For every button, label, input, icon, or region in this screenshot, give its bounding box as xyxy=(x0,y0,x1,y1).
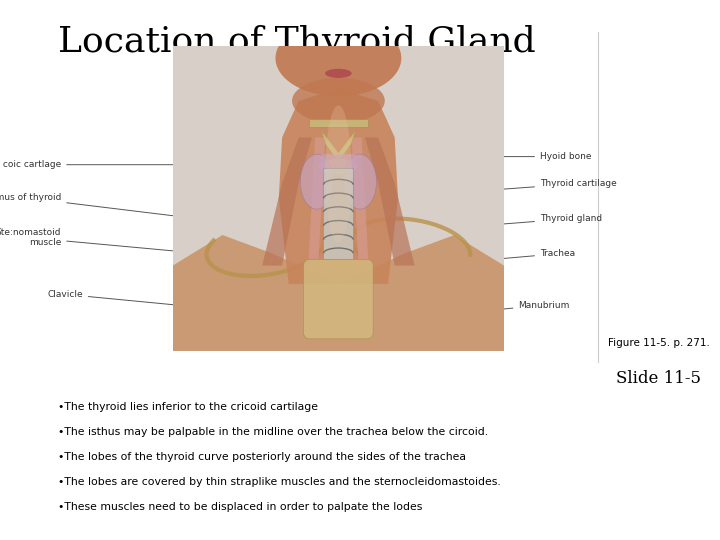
Text: Slide 11-5: Slide 11-5 xyxy=(616,370,701,387)
Text: •The isthus may be palpable in the midline over the trachea below the circoid.: •The isthus may be palpable in the midli… xyxy=(58,427,487,437)
Ellipse shape xyxy=(300,154,333,209)
Text: •The lobes of the thyroid curve posteriorly around the sides of the trachea: •The lobes of the thyroid curve posterio… xyxy=(58,452,466,462)
Polygon shape xyxy=(309,138,325,260)
Text: •These muscles need to be displaced in order to palpate the lodes: •These muscles need to be displaced in o… xyxy=(58,502,422,512)
Polygon shape xyxy=(279,89,398,284)
Polygon shape xyxy=(322,131,355,162)
Text: Figure 11-5. p. 271.: Figure 11-5. p. 271. xyxy=(608,338,710,348)
Polygon shape xyxy=(351,138,368,260)
Text: Thyroid cartilage: Thyroid cartilage xyxy=(435,179,617,194)
Ellipse shape xyxy=(292,78,384,124)
Text: Manubrium: Manubrium xyxy=(435,301,570,316)
Bar xyxy=(309,119,368,127)
Text: •The thyroid lies inferior to the cricoid cartilage: •The thyroid lies inferior to the cricoi… xyxy=(58,402,318,413)
Text: •The lobes are covered by thin straplike muscles and the sternocleidomastoides.: •The lobes are covered by thin straplike… xyxy=(58,477,500,487)
Text: Ste:nomastoid
muscle: Ste:nomastoid muscle xyxy=(0,228,202,254)
Ellipse shape xyxy=(325,69,351,78)
Ellipse shape xyxy=(276,20,401,96)
Polygon shape xyxy=(365,138,415,266)
Text: Clavicle: Clavicle xyxy=(48,290,202,308)
Text: Thyroid gland: Thyroid gland xyxy=(435,214,602,230)
Ellipse shape xyxy=(318,159,359,174)
Ellipse shape xyxy=(343,154,377,209)
Text: Isthmus of thyroid: Isthmus of thyroid xyxy=(0,193,217,221)
Bar xyxy=(323,168,354,260)
Ellipse shape xyxy=(325,105,351,242)
Text: Trachea: Trachea xyxy=(435,249,575,265)
Polygon shape xyxy=(173,235,504,351)
Text: Cr coic cartlage: Cr coic cartlage xyxy=(0,160,224,169)
Text: Location of Thyroid Gland: Location of Thyroid Gland xyxy=(58,24,535,59)
FancyBboxPatch shape xyxy=(304,260,373,339)
Polygon shape xyxy=(262,138,312,266)
Text: Hyoid bone: Hyoid bone xyxy=(435,152,592,161)
FancyBboxPatch shape xyxy=(320,154,356,172)
